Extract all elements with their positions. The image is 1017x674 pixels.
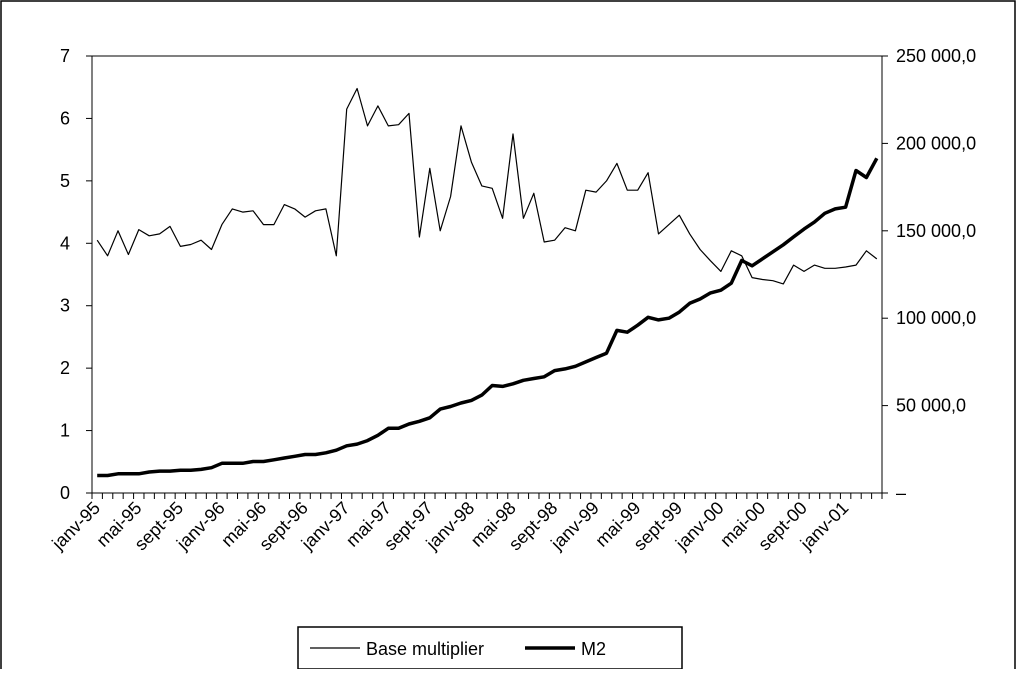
- legend-label: M2: [581, 639, 606, 659]
- y-tick-label: 3: [60, 296, 70, 316]
- legend: [297, 626, 683, 670]
- y-tick-label: 7: [60, 46, 70, 66]
- y2-tick-label: 200 000,0: [896, 133, 976, 153]
- y2-tick-label: 50 000,0: [896, 396, 966, 416]
- y-tick-label: 0: [60, 483, 70, 503]
- series-line: [96, 87, 878, 285]
- plot-area: [91, 55, 883, 494]
- y-tick-label: 5: [60, 171, 70, 191]
- y2-tick-label: 150 000,0: [896, 221, 976, 241]
- y2-tick-label: –: [896, 483, 906, 503]
- series-line: [97, 157, 879, 478]
- y-tick-label: 1: [60, 421, 70, 441]
- y-tick-label: 4: [60, 233, 70, 253]
- y-tick-label: 2: [60, 358, 70, 378]
- y-tick-label: 6: [60, 108, 70, 128]
- x-tick-label: janv-95: [47, 498, 104, 555]
- legend-label: Base multiplier: [366, 639, 484, 659]
- y2-tick-label: 100 000,0: [896, 308, 976, 328]
- y2-tick-label: 250 000,0: [896, 46, 976, 66]
